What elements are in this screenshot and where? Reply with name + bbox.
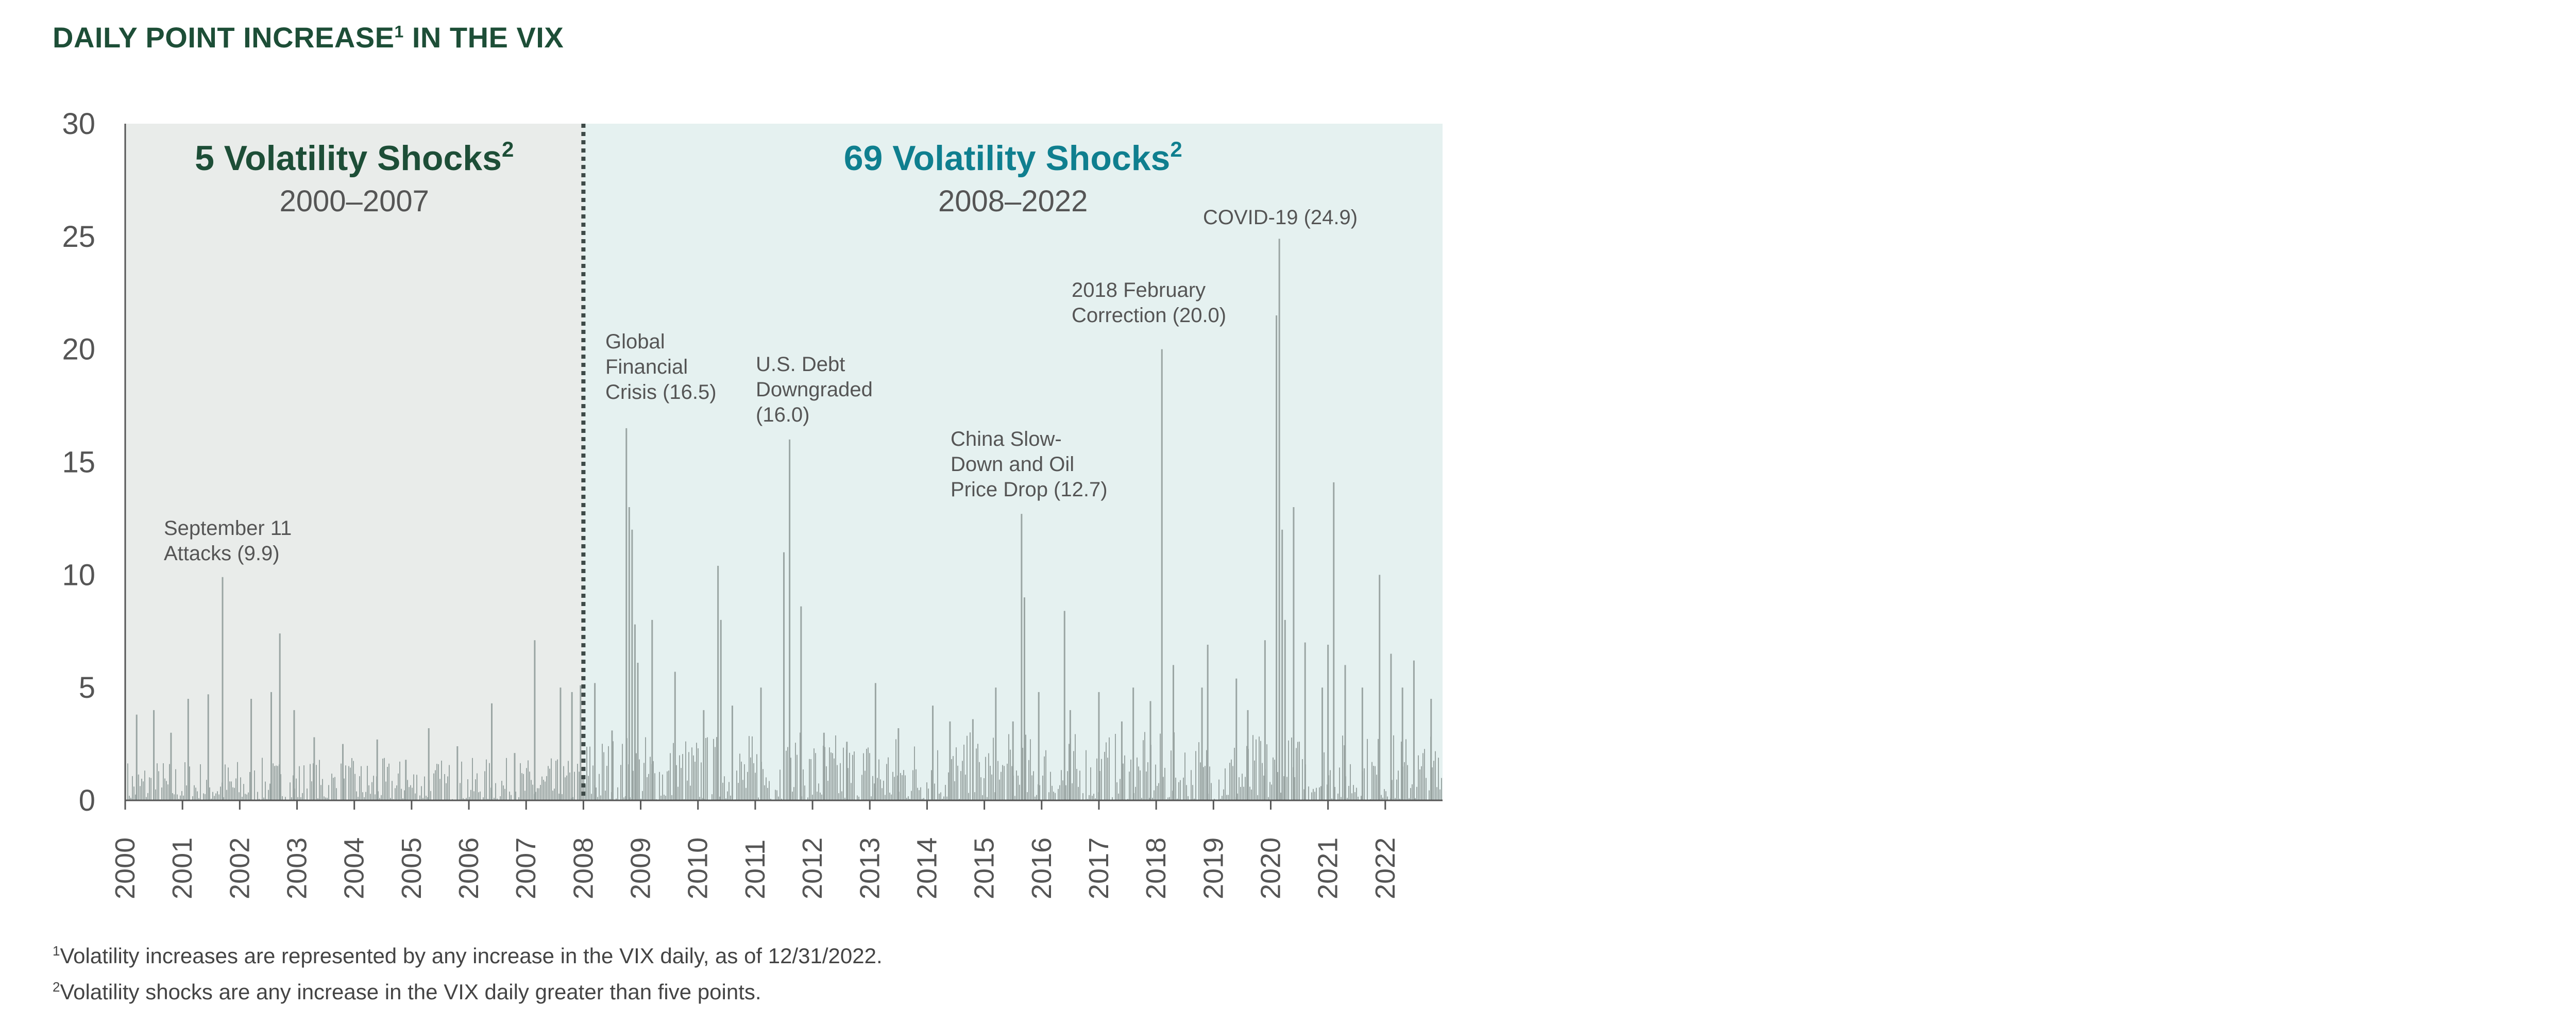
x-tick-label: 2016 <box>1026 837 1057 899</box>
period-heading: 5 Volatility Shocks2 <box>195 137 514 178</box>
x-tick-label: 2011 <box>740 840 771 899</box>
footnote-2: 2Volatility shocks are any increase in t… <box>53 979 761 1004</box>
x-tick-label: 2021 <box>1313 837 1344 899</box>
x-tick-label: 2012 <box>797 837 828 899</box>
x-tick-label: 2003 <box>282 837 313 899</box>
x-tick-label: 2009 <box>625 837 656 899</box>
x-tick-label: 2004 <box>339 837 370 899</box>
period-1-background <box>125 124 584 800</box>
vix-chart: 0 5 10 15 20 25 30 2000 2001 2002 2003 2004 2005 2006… <box>62 107 1443 899</box>
period-range: 2000–2007 <box>280 185 429 218</box>
x-tick-label: 2006 <box>453 837 484 899</box>
y-tick-label: 30 <box>62 107 95 141</box>
x-tick-label: 2005 <box>396 837 427 899</box>
x-tick-label: 2001 <box>167 837 198 899</box>
y-tick-label: 10 <box>62 558 95 592</box>
y-tick-label: 5 <box>79 671 95 705</box>
x-tick-label: 2020 <box>1255 837 1286 899</box>
chart-title: DAILY POINT INCREASE1 IN THE VIX <box>53 21 564 54</box>
x-tick-label: 2010 <box>683 837 714 899</box>
x-tick-label: 2002 <box>224 837 255 899</box>
x-tick-label: 2014 <box>911 837 942 899</box>
annotation-label: September 11 Attacks (9.9) <box>164 517 292 565</box>
x-tick-label: 2018 <box>1141 837 1172 899</box>
period-range: 2008–2022 <box>938 185 1088 218</box>
footnote-1: 1Volatility increases are represented by… <box>53 943 883 968</box>
annotation-label: Global Financial Crisis (16.5) <box>605 330 717 404</box>
x-tick-label: 2015 <box>969 837 1000 899</box>
period-2-background <box>583 124 1443 800</box>
x-tick-label: 2000 <box>110 837 141 899</box>
x-tick-label: 2007 <box>511 837 541 899</box>
x-tick-label: 2013 <box>854 837 885 899</box>
y-tick-label: 0 <box>79 784 95 817</box>
period-heading: 69 Volatility Shocks2 <box>844 137 1182 178</box>
y-tick-label: 20 <box>62 333 95 366</box>
y-tick-label: 25 <box>62 220 95 254</box>
annotation-label: 2018 February Correction (20.0) <box>1072 279 1226 327</box>
x-tick-label: 2017 <box>1083 837 1114 899</box>
annotation-label: COVID-19 (24.9) <box>1203 206 1358 229</box>
x-tick-label: 2022 <box>1370 837 1401 899</box>
x-tick-label: 2019 <box>1198 837 1229 899</box>
y-tick-label: 15 <box>62 446 95 479</box>
annotation-label: U.S. Debt Downgraded (16.0) <box>756 353 873 426</box>
x-tick-label: 2008 <box>568 837 599 899</box>
annotation-label: China Slow-Down and Oil Price Drop (12.7) <box>951 428 1108 501</box>
